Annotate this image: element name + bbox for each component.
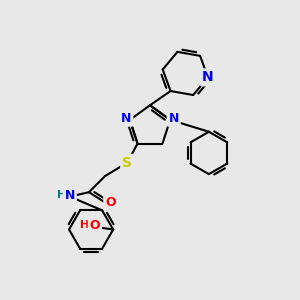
- Text: H: H: [80, 220, 89, 230]
- Text: N: N: [64, 189, 75, 202]
- Text: S: S: [122, 156, 132, 170]
- Text: N: N: [169, 112, 179, 125]
- Text: N: N: [202, 70, 214, 84]
- Text: O: O: [105, 196, 116, 209]
- Text: O: O: [90, 219, 100, 232]
- Text: H: H: [57, 190, 66, 200]
- Text: N: N: [121, 112, 131, 125]
